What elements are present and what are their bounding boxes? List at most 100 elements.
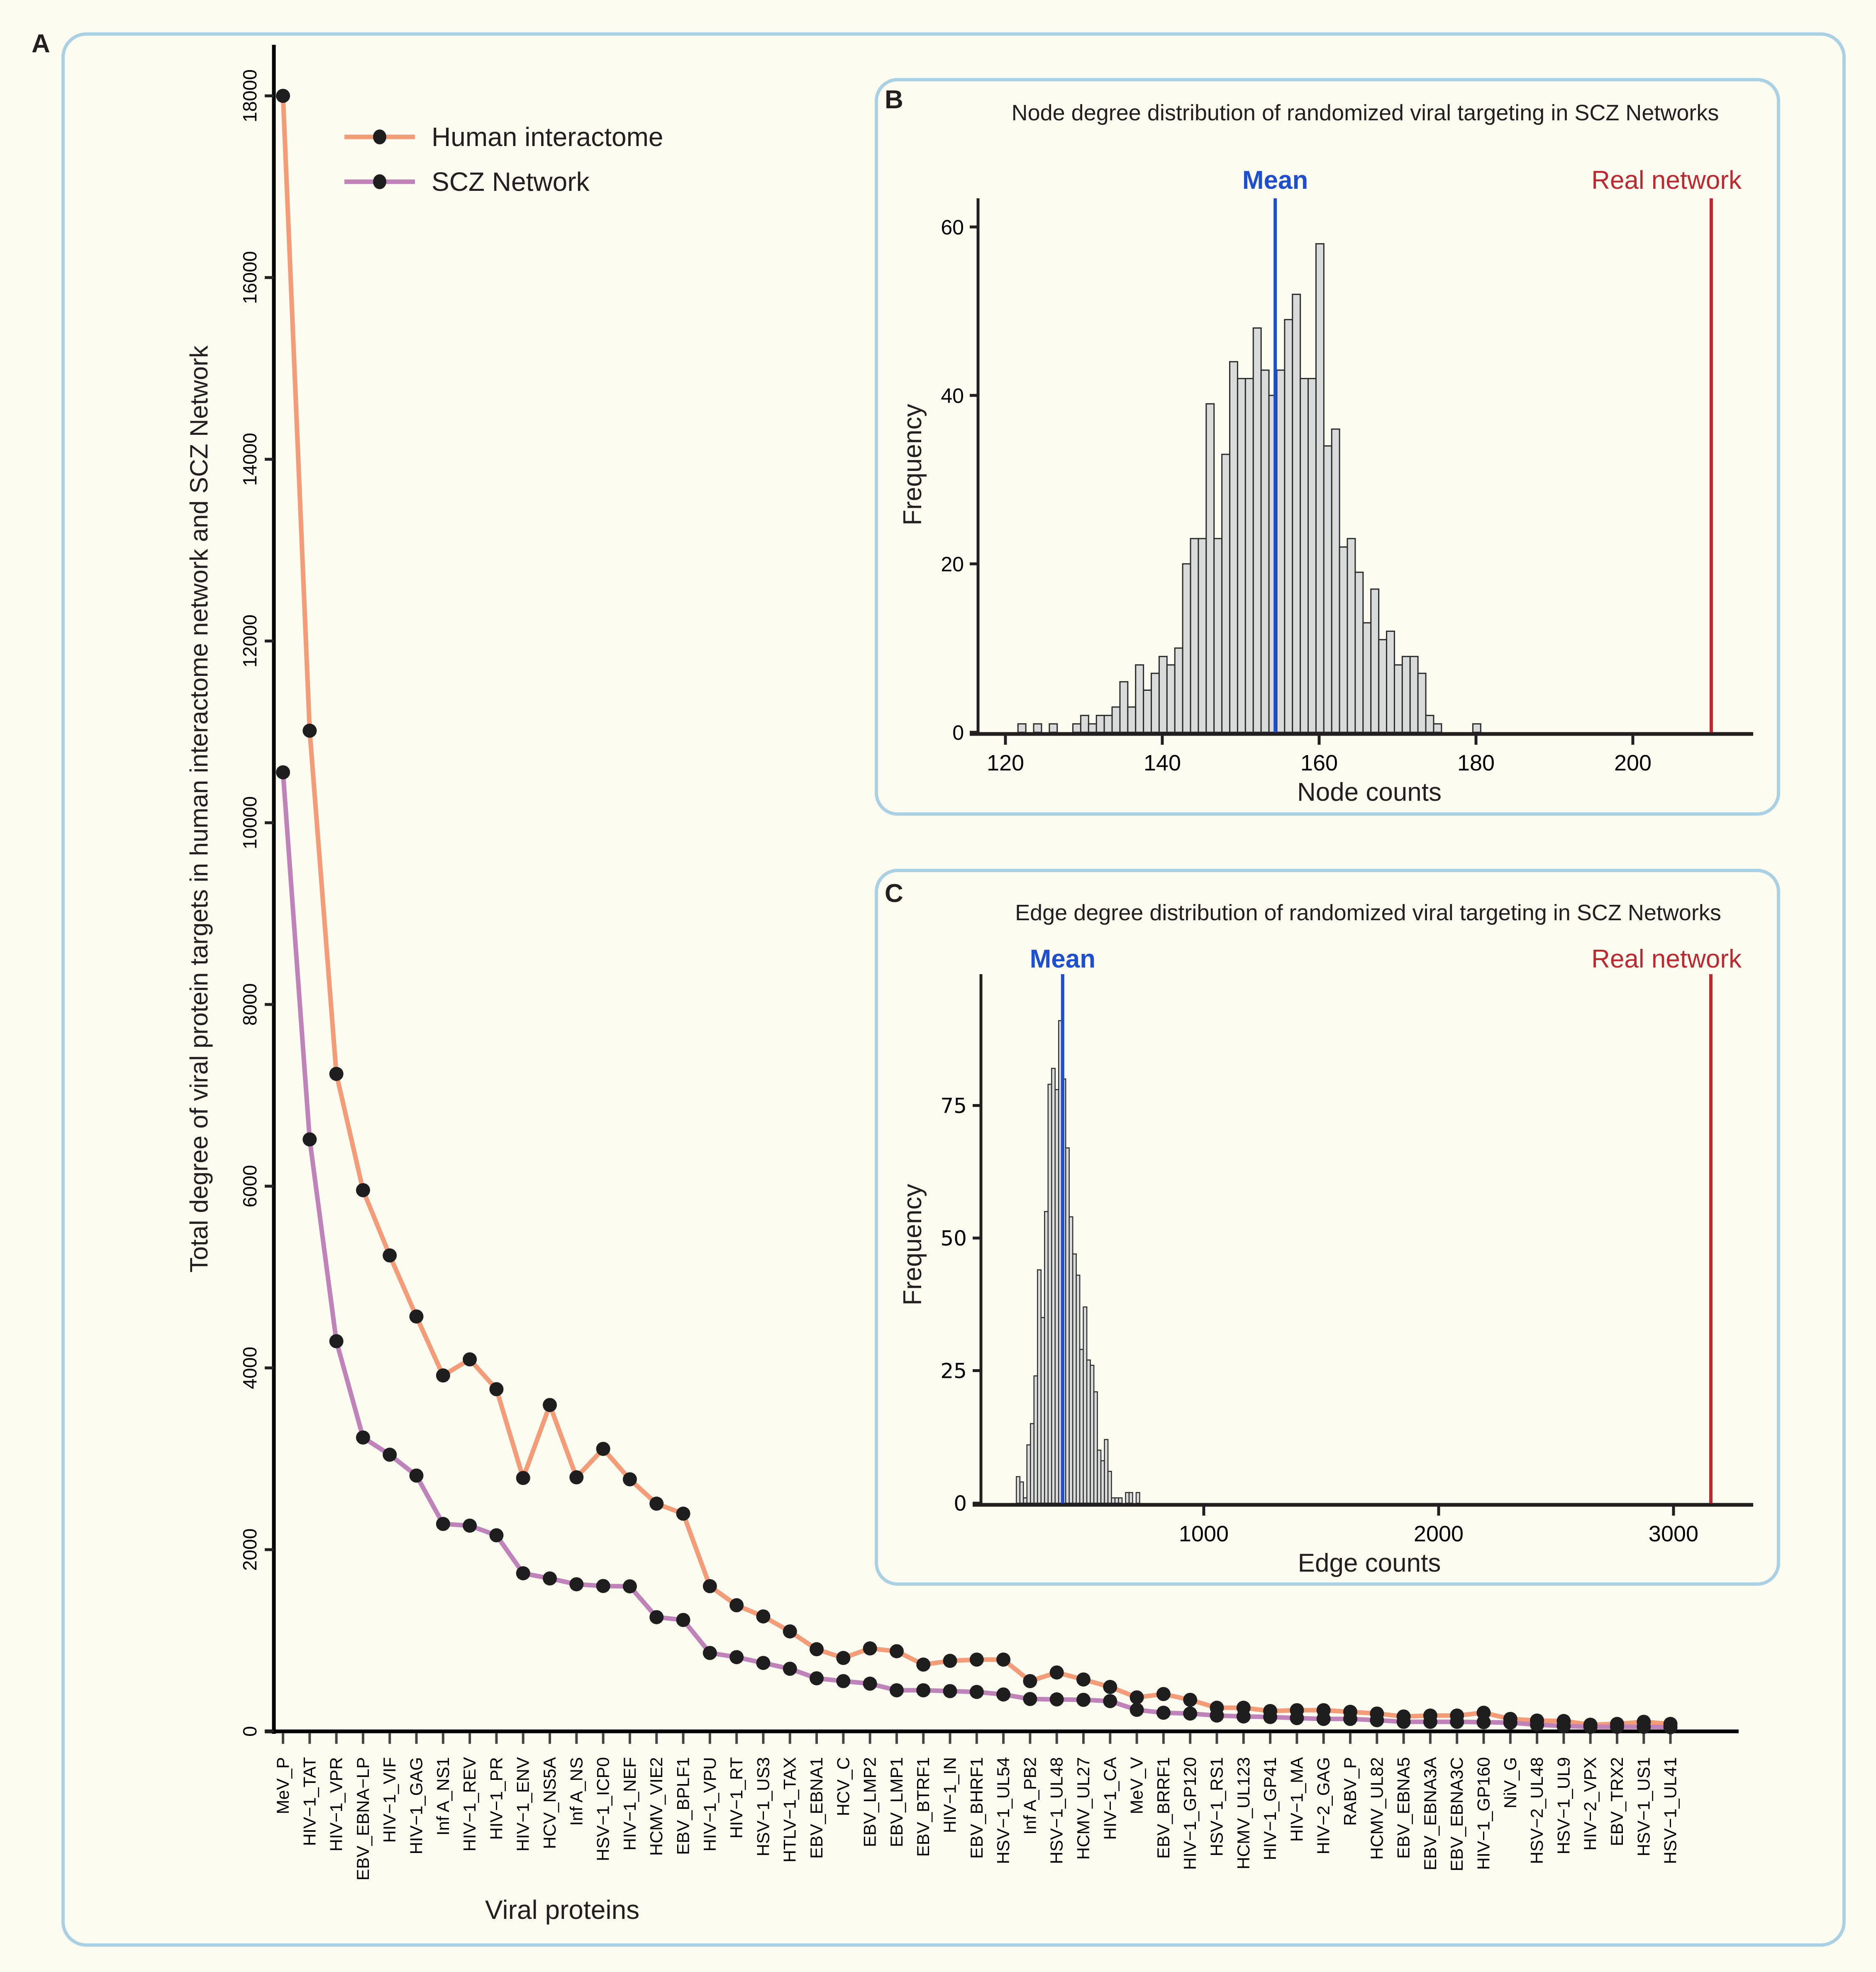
histogram-bar [1125, 1492, 1130, 1504]
x-tick-label-b: 140 [1144, 751, 1181, 775]
histogram-bar [1347, 538, 1356, 733]
x-tick-label-a: HIV−1_RT [727, 1757, 746, 1839]
x-tick-label-a: EBV_EBNA3A [1420, 1757, 1440, 1870]
x-tick-label-a: EBV_BRRF1 [1154, 1757, 1173, 1859]
x-tick-label-a: HIV−1_VPR [327, 1757, 346, 1852]
x-tick-label-a: HIV−1_CA [1100, 1757, 1120, 1840]
histogram-bar [1323, 445, 1332, 733]
data-point-scz-network [1530, 1718, 1544, 1732]
data-point-scz-network [1610, 1720, 1624, 1734]
x-tick-label-a: HIV−1_MA [1287, 1757, 1306, 1842]
histogram-bar [1049, 723, 1058, 733]
histogram-bar [1072, 723, 1081, 733]
x-tick-label-a: EBV_LMP2 [860, 1757, 880, 1847]
data-point-human-interactome [996, 1652, 1011, 1667]
data-point-human-interactome [863, 1641, 877, 1656]
x-tick-label-a: HCMV_UL123 [1234, 1757, 1253, 1870]
data-point-scz-network [863, 1677, 877, 1691]
histogram-bar [1086, 1359, 1091, 1504]
data-point-scz-network [1236, 1709, 1251, 1724]
histogram-bar [1016, 1476, 1021, 1504]
data-point-human-interactome [622, 1472, 637, 1487]
histogram-bar [1017, 723, 1027, 733]
data-point-human-interactome [969, 1652, 984, 1667]
data-point-scz-network [1343, 1711, 1357, 1726]
histogram-bar [1033, 723, 1042, 733]
x-tick-label-a: Inf A_PB2 [1020, 1757, 1039, 1835]
y-tick-label-c: 50 [940, 1226, 967, 1250]
y-tick-label-b: 0 [952, 721, 964, 744]
panel-c-label: C [885, 879, 903, 908]
y-tick-label-a: 8000 [239, 983, 261, 1026]
data-point-human-interactome [303, 724, 317, 738]
data-point-scz-network [516, 1566, 530, 1580]
histogram-bar [1221, 453, 1231, 733]
histogram-bar [1080, 714, 1089, 733]
x-tick-label-a: EBV_EBNA3C [1447, 1757, 1466, 1871]
histogram-bar [1083, 1306, 1088, 1504]
data-point-human-interactome [436, 1368, 450, 1383]
y-tick-label-a: 2000 [239, 1528, 261, 1571]
data-point-scz-network [383, 1448, 397, 1462]
x-tick-label-a: HIV−1_ENV [513, 1757, 533, 1852]
x-tick-label-a: HIV−1_NEF [620, 1757, 639, 1850]
x-tick-label-b: 180 [1457, 751, 1495, 775]
x-tick-label-a: HSV−1_US3 [753, 1757, 773, 1856]
chart-c: Edge degree distribution of randomized v… [898, 900, 1753, 1577]
data-point-scz-network [356, 1430, 370, 1445]
histogram-bar [1128, 1492, 1133, 1504]
x-tick-label-a: HIV−1_GP41 [1260, 1757, 1280, 1860]
x-tick-label-a: HCMV_UL82 [1367, 1757, 1386, 1860]
histogram-bar [1103, 714, 1113, 733]
histogram-bar [1135, 664, 1144, 733]
data-point-scz-network [1663, 1720, 1678, 1734]
histogram-bar [1118, 1497, 1123, 1504]
legend-label: SCZ Network [432, 167, 590, 197]
histogram-bar [1229, 361, 1238, 733]
data-point-scz-network [596, 1579, 610, 1593]
histogram-bar [1127, 706, 1137, 733]
histogram-bar [1111, 1497, 1116, 1504]
data-point-human-interactome [596, 1442, 610, 1456]
data-point-human-interactome [516, 1471, 530, 1485]
data-point-scz-network [1210, 1708, 1224, 1723]
y-tick-label-a: 14000 [239, 433, 261, 486]
data-point-human-interactome [943, 1654, 957, 1668]
data-point-scz-network [1023, 1692, 1037, 1706]
histogram-bar [1065, 1147, 1070, 1504]
y-tick-label-a: 12000 [239, 614, 261, 668]
histogram-bar [1393, 664, 1403, 733]
histogram-bar [1472, 723, 1481, 733]
real-network-label-b: Real network [1591, 166, 1742, 195]
histogram-bar [1331, 428, 1340, 733]
data-point-scz-network [916, 1683, 931, 1698]
y-tick-label-b: 40 [941, 384, 964, 407]
y-tick-label-a: 18000 [239, 69, 261, 122]
x-tick-label-a: HSV−1_UL9 [1554, 1757, 1573, 1855]
data-point-human-interactome [649, 1497, 664, 1511]
x-tick-label-a: HCV_NS5A [540, 1757, 559, 1849]
histogram-bar [1174, 647, 1183, 733]
data-point-human-interactome [276, 89, 290, 103]
data-point-scz-network [676, 1613, 690, 1627]
histogram-bar [1104, 1439, 1109, 1504]
data-point-scz-network [969, 1684, 984, 1699]
histogram-bar [1300, 378, 1309, 733]
x-tick-label-a: HIV−1_REV [460, 1757, 479, 1852]
histogram-bar [1107, 1471, 1112, 1504]
x-tick-label-a: HCMV_VIE2 [646, 1757, 666, 1856]
histogram-bar [1019, 1481, 1024, 1504]
x-axis-title-c: Edge counts [1298, 1549, 1441, 1577]
histogram-bar [1135, 1492, 1140, 1504]
y-axis-title-b: Frequency [898, 404, 927, 526]
histogram-bar [1093, 1391, 1098, 1504]
histogram-bar [1205, 403, 1215, 733]
data-point-scz-network [276, 765, 290, 780]
data-point-human-interactome [703, 1579, 717, 1594]
histogram-bar [1158, 656, 1168, 733]
x-tick-label-c: 2000 [1414, 1521, 1464, 1546]
histogram-bar [1198, 538, 1207, 733]
x-tick-label-a: EBV_EBNA1 [807, 1757, 826, 1859]
histogram-bar [1213, 538, 1223, 733]
histogram-bar [1433, 723, 1442, 733]
